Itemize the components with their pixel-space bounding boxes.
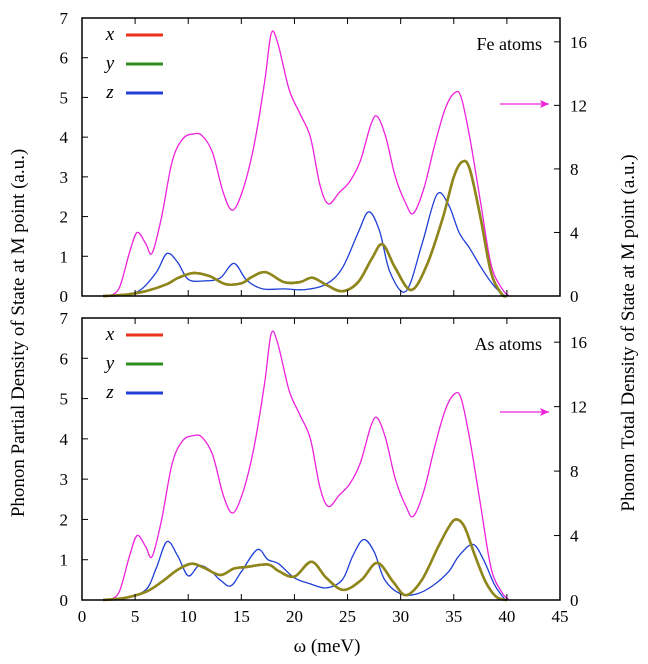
y-tick-label: 7 xyxy=(60,309,69,328)
series-total-line xyxy=(108,330,510,601)
x-tick-label: 45 xyxy=(552,607,569,626)
y2-tick-label: 4 xyxy=(570,223,579,242)
series-z-line xyxy=(103,538,508,601)
y2-tick-label: 16 xyxy=(570,333,587,352)
y-tick-label: 7 xyxy=(60,9,69,28)
y2-tick-label: 12 xyxy=(570,398,587,417)
series-z-line xyxy=(103,191,508,297)
x-axis-title: ω (meV) xyxy=(294,636,361,657)
legend-label-x: x xyxy=(105,324,115,345)
y-tick-label: 3 xyxy=(60,470,69,489)
x-tick-label: 5 xyxy=(131,607,140,626)
series-total-line xyxy=(108,30,510,297)
y-tick-label: 2 xyxy=(60,510,69,529)
y2-tick-label: 16 xyxy=(570,33,587,52)
y-tick-label: 4 xyxy=(60,430,69,449)
y2-tick-label: 12 xyxy=(570,96,587,115)
y2-tick-label: 4 xyxy=(570,527,579,546)
left-axis-title: Phonon Partial Density of State at M poi… xyxy=(8,149,29,517)
y2-tick-label: 8 xyxy=(570,160,579,179)
y-tick-label: 6 xyxy=(60,349,69,368)
x-tick-label: 40 xyxy=(498,607,515,626)
plot-frame xyxy=(81,317,561,601)
x-tick-label: 25 xyxy=(339,607,356,626)
legend-label-y: y xyxy=(104,353,115,374)
y-tick-label: 6 xyxy=(60,49,69,68)
y-tick-label: 0 xyxy=(60,287,69,306)
y2-tick-label: 0 xyxy=(570,287,579,306)
total-dos-arrow-head xyxy=(540,408,549,416)
panel-label: Fe atoms xyxy=(477,34,543,54)
y-tick-label: 1 xyxy=(60,551,69,570)
legend-label-z: z xyxy=(105,82,114,103)
total-dos-arrow-head xyxy=(540,100,549,108)
x-tick-label: 15 xyxy=(233,607,250,626)
legend-label-z: z xyxy=(105,382,114,403)
legend-label-y: y xyxy=(104,53,115,74)
y-tick-label: 4 xyxy=(60,128,69,147)
plot-frame xyxy=(81,17,561,297)
right-axis-title: Phonon Total Density of State at M point… xyxy=(618,154,639,511)
x-tick-label: 10 xyxy=(180,607,197,626)
series-y-line xyxy=(103,518,508,602)
x-tick-label: 35 xyxy=(445,607,462,626)
y2-tick-label: 0 xyxy=(570,591,579,610)
y-tick-label: 0 xyxy=(60,591,69,610)
x-tick-label: 0 xyxy=(78,607,87,626)
series-y-line xyxy=(103,159,508,298)
x-tick-label: 30 xyxy=(392,607,409,626)
legend-label-x: x xyxy=(105,24,115,45)
y-tick-label: 1 xyxy=(60,247,69,266)
y-tick-label: 5 xyxy=(60,88,69,107)
panel-label: As atoms xyxy=(475,334,543,354)
y-tick-label: 2 xyxy=(60,208,69,227)
y2-tick-label: 8 xyxy=(570,462,579,481)
y-tick-label: 5 xyxy=(60,390,69,409)
x-tick-label: 20 xyxy=(286,607,303,626)
y-tick-label: 3 xyxy=(60,168,69,187)
